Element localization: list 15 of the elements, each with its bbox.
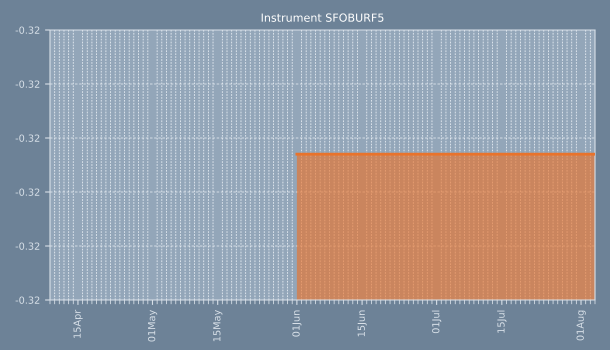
x-tick-label: 15Jun [358, 310, 367, 336]
x-tick-label: 15Jul [497, 310, 506, 333]
y-tick-label: -0.32 [16, 296, 40, 304]
x-tick-label: 01Jul [432, 310, 442, 334]
x-tick-label: 15Apr [74, 310, 83, 338]
x-tick-label: 01May [148, 310, 158, 342]
x-tick-label: 15May [213, 310, 222, 342]
y-tick-label: -0.32 [16, 134, 40, 142]
y-tick-label: -0.32 [16, 188, 40, 196]
x-tick-label: 01Jun [292, 310, 302, 337]
x-tick-label: 01Aug [576, 310, 586, 340]
chart-title: Instrument SFOBURF5 [262, 13, 384, 22]
y-tick-label: -0.32 [16, 80, 40, 88]
y-tick-label: -0.32 [16, 242, 40, 250]
y-tick-label: -0.32 [16, 26, 40, 34]
